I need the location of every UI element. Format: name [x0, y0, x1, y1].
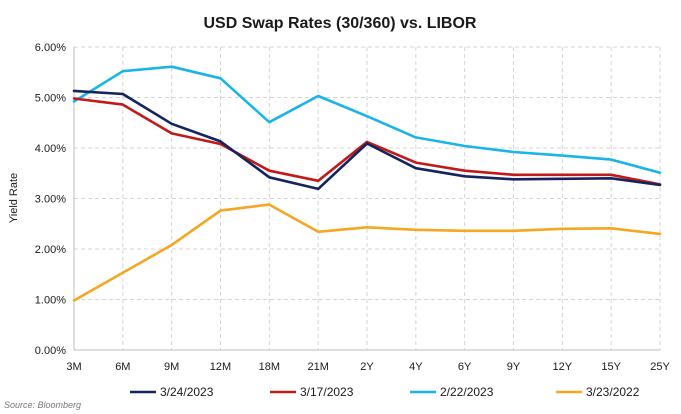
- y-tick-label: 0.00%: [35, 345, 66, 357]
- x-tick-label: 6M: [115, 361, 130, 373]
- chart-title: USD Swap Rates (30/360) vs. LIBOR: [204, 15, 477, 32]
- y-tick-label: 3.00%: [35, 194, 66, 206]
- x-tick-label: 2Y: [360, 361, 374, 373]
- x-tick-label: 21M: [307, 361, 328, 373]
- y-tick-label: 6.00%: [35, 42, 66, 54]
- x-tick-label: 6Y: [458, 361, 472, 373]
- series-line-2-22-2023: [72, 65, 662, 174]
- x-tick-label: 12Y: [553, 361, 573, 373]
- legend-label: 3/24/2023: [160, 385, 214, 399]
- y-axis-ticks: 0.00% 1.00% 2.00% 3.00% 4.00% 5.00% 6.00%: [35, 42, 66, 357]
- y-tick-label: 2.00%: [35, 244, 66, 256]
- x-tick-label: 4Y: [409, 361, 423, 373]
- legend-label: 2/22/2023: [440, 385, 494, 399]
- y-tick-label: 5.00%: [35, 93, 66, 105]
- gridlines: [73, 46, 661, 351]
- y-tick-label: 1.00%: [35, 295, 66, 307]
- source-note: Source: Bloomberg: [4, 400, 81, 410]
- x-axis-ticks: 3M 6M 9M 12M 18M 21M 2Y 4Y 6Y 9Y 12Y 15Y 25Y: [66, 361, 670, 373]
- x-tick-label: 3M: [66, 361, 81, 373]
- x-tick-label: 9Y: [507, 361, 521, 373]
- legend: 3/24/2023 3/17/2023 2/22/2023 3/23/2022: [130, 385, 640, 399]
- x-tick-label: 15Y: [601, 361, 621, 373]
- legend-label: 3/23/2022: [586, 385, 640, 399]
- y-tick-label: 4.00%: [35, 143, 66, 155]
- x-tick-label: 12M: [210, 361, 231, 373]
- series-line-3-17-2023: [72, 97, 662, 186]
- x-tick-label: 25Y: [650, 361, 670, 373]
- series-line-3-23-2022: [72, 203, 662, 302]
- x-tick-label: 9M: [164, 361, 179, 373]
- y-axis-label: Yield Rate: [8, 173, 20, 223]
- series-line-3-24-2023: [72, 89, 662, 191]
- x-tick-label: 18M: [259, 361, 280, 373]
- legend-label: 3/17/2023: [300, 385, 354, 399]
- series-lines: [72, 65, 662, 302]
